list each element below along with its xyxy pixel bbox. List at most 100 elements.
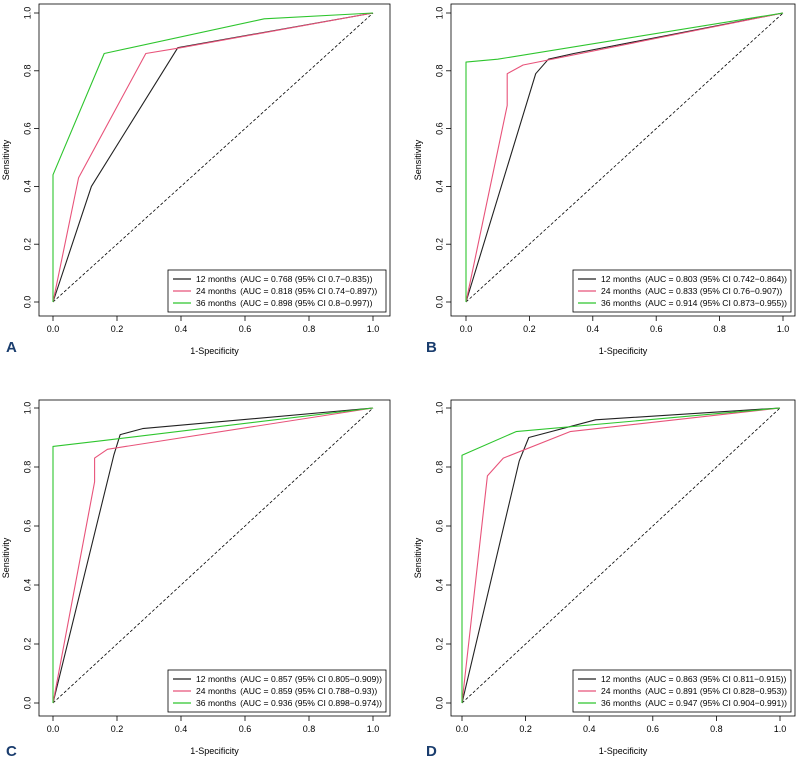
y-tick-label: 0.4 — [22, 180, 32, 193]
roc-line-36-months — [461, 407, 781, 703]
x-tick-label: 0.0 — [456, 724, 469, 734]
roc-line-24-months — [52, 12, 374, 303]
roc-line-12-months — [461, 407, 781, 704]
y-tick-label: 0.6 — [22, 520, 32, 533]
y-tick-label: 0.0 — [434, 296, 444, 309]
reference-diagonal — [461, 407, 781, 704]
x-tick-label: 0.2 — [111, 724, 124, 734]
legend-series-name: 12 months — [601, 674, 641, 684]
y-tick-label: 1.0 — [22, 402, 32, 415]
legend-auc-text: (AUC = 0.857 (95% CI 0.805−0.909)) — [240, 674, 382, 684]
legend: 12 months (AUC = 0.768 (95% CI 0.7−0.835)… — [167, 269, 387, 313]
legend-auc-text: (AUC = 0.768 (95% CI 0.7−0.835)) — [240, 274, 372, 284]
roc-line-24-months — [461, 407, 781, 704]
legend-series-name: 36 months — [601, 298, 641, 308]
roc-line-24-months — [465, 12, 784, 303]
y-tick-label: 0.8 — [22, 65, 32, 78]
roc-line-36-months — [52, 407, 374, 703]
legend-entry: 36 months (AUC = 0.914 (95% CI 0.873−0.95… — [601, 298, 787, 308]
legend-series-name: 36 months — [196, 298, 236, 308]
y-axis-title: Sensitivity — [413, 139, 423, 180]
legend-auc-text: (AUC = 0.898 (95% CI 0.8−0.997)) — [240, 298, 372, 308]
roc-line-36-months — [465, 12, 784, 302]
legend-auc-text: (AUC = 0.947 (95% CI 0.904−0.991)) — [645, 698, 787, 708]
legend: 12 months (AUC = 0.857 (95% CI 0.805−0.90… — [167, 669, 387, 713]
roc-line-36-months — [52, 12, 374, 302]
x-tick-label: 0.2 — [519, 724, 532, 734]
x-tick-label: 0.6 — [239, 324, 252, 334]
legend-series-name: 24 months — [601, 686, 641, 696]
y-axis-title: Sensitivity — [1, 537, 11, 578]
x-axis-title: 1-Specificity — [599, 346, 648, 356]
panel-letter: A — [6, 339, 17, 356]
x-axis-title: 1-Specificity — [190, 346, 239, 356]
legend-auc-text: (AUC = 0.936 (95% CI 0.898−0.974)) — [240, 698, 382, 708]
plot-frame — [450, 3, 796, 317]
roc-line-12-months — [465, 12, 784, 303]
roc-panel-d: 0.0 0.0 0.2 0.2 0.4 0.4 0.6 0.6 0.8 0.8 1.0 1.0 1-Sp… — [413, 399, 796, 760]
legend-series-name: 36 months — [601, 698, 641, 708]
reference-diagonal — [52, 407, 374, 704]
x-tick-label: 0.2 — [523, 324, 536, 334]
legend-auc-text: (AUC = 0.891 (95% CI 0.828−0.953)) — [645, 686, 787, 696]
legend-box — [167, 269, 387, 313]
roc-panel-a: 0.0 0.0 0.2 0.2 0.4 0.4 0.6 0.6 0.8 0.8 1.0 1.0 1-Sp… — [1, 3, 391, 356]
y-tick-label: 0.0 — [22, 296, 32, 309]
legend-box — [572, 269, 792, 313]
y-tick-label: 0.0 — [434, 697, 444, 710]
roc-panel-b: 0.0 0.0 0.2 0.2 0.4 0.4 0.6 0.6 0.8 0.8 1.0 1.0 1-Sp… — [413, 3, 796, 356]
x-tick-label: 0.6 — [650, 324, 663, 334]
reference-diagonal — [465, 12, 784, 303]
legend-auc-text: (AUC = 0.803 (95% CI 0.742−0.864)) — [645, 274, 787, 284]
legend-entry: 24 months (AUC = 0.891 (95% CI 0.828−0.95… — [601, 686, 787, 696]
legend-entry: 36 months (AUC = 0.898 (95% CI 0.8−0.997)… — [196, 298, 373, 308]
x-tick-label: 0.4 — [587, 324, 600, 334]
legend-auc-text: (AUC = 0.833 (95% CI 0.76−0.907)) — [645, 286, 782, 296]
y-tick-label: 1.0 — [22, 7, 32, 20]
legend-entry: 24 months (AUC = 0.859 (95% CI 0.788−0.93… — [196, 686, 377, 696]
x-tick-label: 1.0 — [367, 324, 380, 334]
legend-auc-text: (AUC = 0.914 (95% CI 0.873−0.955)) — [645, 298, 787, 308]
legend-entry: 12 months (AUC = 0.863 (95% CI 0.811−0.91… — [601, 674, 787, 684]
y-tick-label: 1.0 — [434, 7, 444, 20]
legend-entry: 12 months (AUC = 0.857 (95% CI 0.805−0.90… — [196, 674, 382, 684]
x-tick-label: 0.8 — [303, 724, 316, 734]
legend-series-name: 24 months — [196, 686, 236, 696]
y-tick-label: 0.4 — [434, 579, 444, 592]
y-tick-label: 0.0 — [22, 697, 32, 710]
x-axis-title: 1-Specificity — [599, 746, 648, 756]
x-tick-label: 1.0 — [777, 324, 790, 334]
x-axis-title: 1-Specificity — [190, 746, 239, 756]
y-tick-label: 0.6 — [22, 122, 32, 135]
legend-series-name: 24 months — [601, 286, 641, 296]
roc-line-12-months — [52, 407, 374, 704]
y-tick-label: 0.2 — [434, 238, 444, 251]
x-tick-label: 0.0 — [47, 724, 60, 734]
x-tick-label: 0.8 — [303, 324, 316, 334]
plot-frame — [450, 399, 796, 717]
legend-entry: 36 months (AUC = 0.947 (95% CI 0.904−0.99… — [601, 698, 787, 708]
panel-letter: B — [426, 339, 437, 356]
x-tick-label: 0.6 — [239, 724, 252, 734]
roc-panel-c: 0.0 0.0 0.2 0.2 0.4 0.4 0.6 0.6 0.8 0.8 1.0 1.0 1-Sp… — [1, 399, 391, 760]
x-tick-label: 0.4 — [175, 324, 188, 334]
x-tick-label: 1.0 — [774, 724, 787, 734]
reference-diagonal — [52, 12, 374, 303]
x-tick-label: 0.4 — [583, 724, 596, 734]
x-tick-label: 0.4 — [175, 724, 188, 734]
y-tick-label: 0.6 — [434, 520, 444, 533]
legend-entry: 36 months (AUC = 0.936 (95% CI 0.898−0.97… — [196, 698, 382, 708]
y-tick-label: 0.6 — [434, 122, 444, 135]
legend-series-name: 36 months — [196, 698, 236, 708]
y-tick-label: 1.0 — [434, 402, 444, 415]
legend-entry: 24 months (AUC = 0.833 (95% CI 0.76−0.907… — [601, 286, 782, 296]
legend-entry: 24 months (AUC = 0.818 (95% CI 0.74−0.897… — [196, 286, 377, 296]
plot-frame — [38, 399, 391, 717]
x-tick-label: 0.8 — [713, 324, 726, 334]
legend-auc-text: (AUC = 0.859 (95% CI 0.788−0.93)) — [240, 686, 377, 696]
legend-entry: 12 months (AUC = 0.803 (95% CI 0.742−0.86… — [601, 274, 787, 284]
legend-series-name: 12 months — [196, 274, 236, 284]
y-tick-label: 0.4 — [434, 180, 444, 193]
y-tick-label: 0.2 — [434, 638, 444, 651]
y-tick-label: 0.2 — [22, 638, 32, 651]
